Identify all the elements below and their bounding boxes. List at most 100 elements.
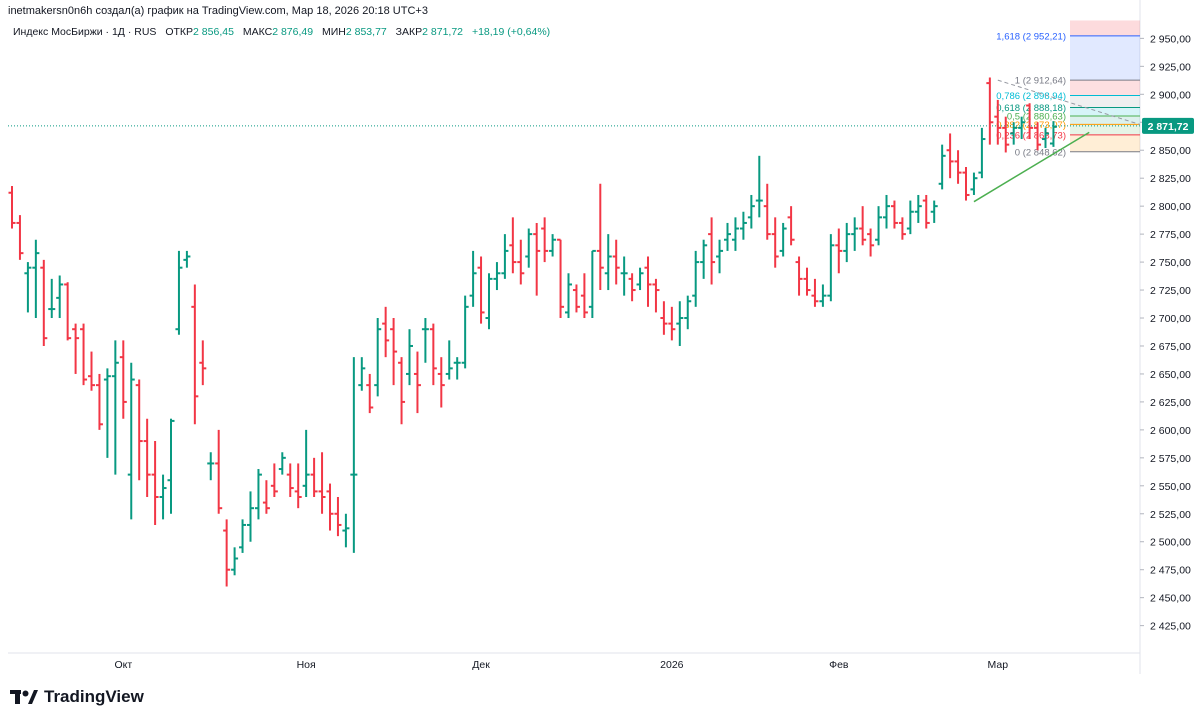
ohlc-bar — [119, 340, 127, 419]
ohlc-bar — [930, 200, 938, 223]
fib-level-label: 0,618 (2 888,18) — [996, 103, 1066, 114]
ohlc-bar — [32, 239, 40, 319]
ohlc-bar — [1018, 116, 1026, 140]
ohlc-bar — [724, 222, 731, 251]
ohlc-bar — [151, 441, 159, 525]
ohlc-bar — [708, 217, 716, 285]
ohlc-bar — [429, 323, 437, 386]
fib-band — [1070, 80, 1140, 96]
y-tick-label: 2 675,00 — [1150, 341, 1191, 353]
symbol-legend: Индекс МосБиржи · 1Д · RUS ОТКР2 856,45 … — [13, 26, 550, 38]
ohlc-bar — [580, 273, 588, 319]
ohlc-bar — [421, 318, 429, 363]
ohlc-bar — [358, 357, 366, 391]
ohlc-bar — [517, 239, 525, 285]
tradingview-logo[interactable]: TradingView — [10, 687, 144, 707]
ohlc-bar — [525, 228, 533, 268]
high-value: 2 876,49 — [272, 26, 314, 38]
y-tick-label: 2 775,00 — [1150, 229, 1191, 241]
fib-band — [1070, 20, 1140, 36]
ohlc-bar — [485, 273, 493, 330]
ohlc-bar — [922, 194, 930, 229]
ohlc-bar — [247, 491, 254, 542]
ohlc-bar — [286, 463, 294, 497]
fib-trend-line — [997, 79, 1141, 125]
ohlc-bar — [199, 340, 207, 386]
ohlc-bar — [851, 217, 859, 251]
fib-level-label: 0,236 (2 863,73) — [996, 130, 1066, 141]
y-tick-label: 2 500,00 — [1150, 537, 1191, 549]
ohlc-bar — [739, 211, 747, 240]
ohlc-bar — [954, 150, 962, 184]
ohlc-bar — [1010, 122, 1018, 145]
last-price-label: 2 871,72 — [1148, 121, 1189, 133]
ohlc-bar — [604, 234, 612, 291]
last-price-badge — [1142, 117, 1194, 134]
fib-level-label: 0,786 (2 898,94) — [996, 91, 1066, 102]
ohlc-bar — [986, 77, 994, 145]
ohlc-bar — [493, 262, 501, 291]
fib-band — [1070, 124, 1140, 135]
ohlc-bar — [413, 351, 421, 414]
ohlc-bar — [135, 379, 143, 481]
ohlc-bar — [509, 217, 517, 274]
ohlc-bar — [310, 457, 318, 497]
y-tick-label: 2 600,00 — [1150, 425, 1191, 437]
ohlc-bar — [795, 256, 803, 296]
ohlc-bar — [167, 418, 175, 514]
ohlc-bar — [549, 234, 557, 257]
fib-level-label: 1,618 (2 952,21) — [996, 31, 1066, 42]
y-tick-label: 2 575,00 — [1150, 453, 1191, 465]
ohlc-bar — [302, 429, 310, 497]
ohlc-bar — [636, 267, 644, 291]
ohlc-bar — [819, 284, 827, 307]
y-tick-label: 2 925,00 — [1150, 61, 1191, 73]
ohlc-bar — [588, 249, 596, 319]
ohlc-bar — [8, 186, 16, 229]
ohlc-bar — [700, 239, 708, 279]
fib-band — [1070, 35, 1140, 81]
ohlc-bar — [477, 256, 485, 324]
ohlc-bar — [239, 519, 247, 553]
y-tick-label: 2 900,00 — [1150, 89, 1191, 101]
ohlc-bar — [890, 200, 898, 229]
ohlc-bar — [64, 282, 72, 341]
ohlc-bar — [541, 217, 549, 263]
ohlc-bar — [596, 183, 604, 291]
ohlc-bar — [103, 368, 111, 458]
price-chart[interactable]: 2 950,002 925,002 900,002 875,002 850,00… — [0, 0, 1200, 680]
y-tick-label: 2 700,00 — [1150, 313, 1191, 325]
ohlc-bar — [978, 127, 986, 179]
ohlc-bar — [755, 155, 763, 218]
high-label: МАКС — [242, 26, 273, 38]
ohlc-bar — [803, 267, 811, 296]
open-label: ОТКР — [165, 26, 194, 38]
ohlc-bar — [652, 278, 660, 313]
x-tick-label: Ноя — [297, 659, 316, 671]
fib-level-label: 0,5 (2 880,63) — [1007, 111, 1066, 122]
ohlc-bar — [294, 463, 302, 509]
ohlc-bar — [95, 373, 103, 430]
x-tick-label: Дек — [472, 659, 490, 671]
close-label: ЗАКР — [395, 26, 423, 38]
y-tick-label: 2 650,00 — [1150, 369, 1191, 381]
ohlc-bar — [962, 167, 970, 201]
ohlc-bar — [843, 222, 851, 263]
symbol-name[interactable]: Индекс МосБиржи · 1Д · RUS — [13, 26, 157, 38]
fib-level-label: 0 (2 848,62) — [1015, 147, 1066, 158]
ohlc-bar — [223, 519, 231, 587]
trend-line — [973, 131, 1090, 203]
fib-level-label: 0,382 (2 873,07) — [996, 120, 1066, 131]
x-tick-label: Мар — [988, 659, 1009, 671]
ohlc-bar — [350, 357, 358, 553]
ohlc-bar — [1049, 121, 1057, 147]
ohlc-bar — [731, 217, 739, 251]
ohlc-bar — [875, 206, 883, 246]
ohlc-bar — [557, 238, 565, 319]
ohlc-bar — [56, 275, 64, 319]
ohlc-bar — [453, 357, 461, 380]
ohlc-bar — [342, 513, 350, 548]
brand-name: TradingView — [44, 687, 144, 706]
ohlc-bar — [159, 474, 167, 520]
ohlc-bar — [390, 318, 398, 386]
